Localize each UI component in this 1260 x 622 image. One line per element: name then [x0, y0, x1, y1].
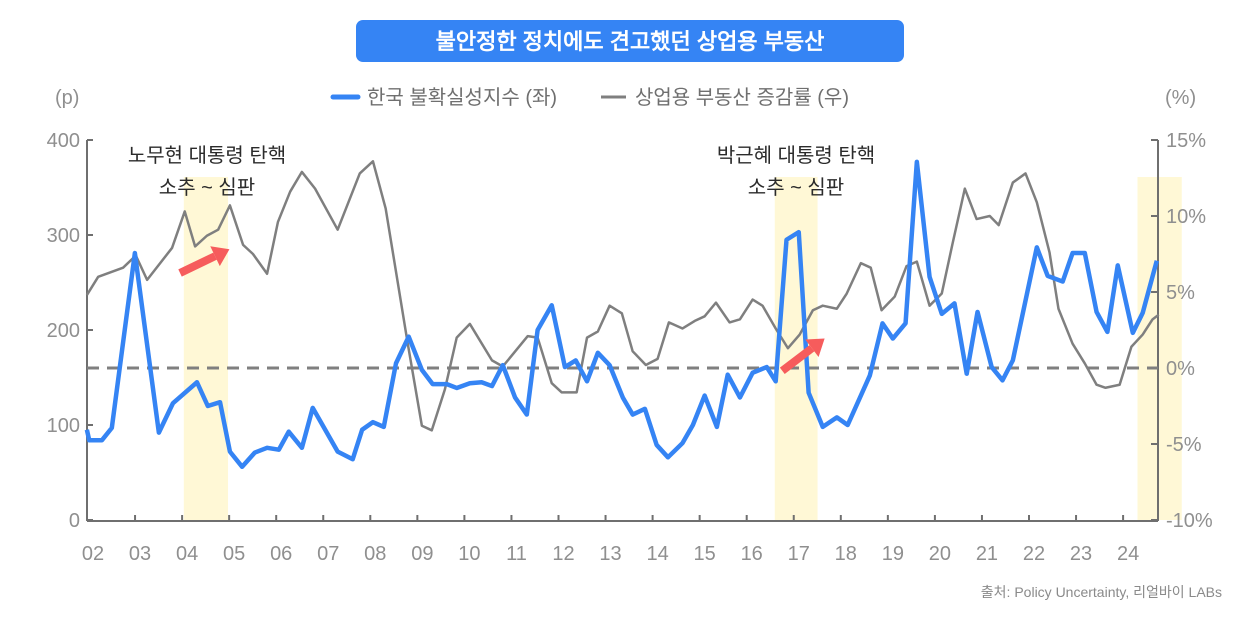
x-tick-label: 03 [129, 543, 151, 565]
x-tick-label: 06 [270, 543, 292, 565]
x-tick-label: 02 [82, 543, 104, 565]
source-note: 출처: Policy Uncertainty, 리얼바이 LABs [981, 584, 1222, 600]
x-tick-label: 15 [694, 543, 716, 565]
x-tick-label: 13 [599, 543, 621, 565]
x-tick-label: 20 [929, 543, 951, 565]
x-tick-label: 12 [552, 543, 574, 565]
annotation-park-line1: 박근혜 대통령 탄핵 [717, 144, 875, 167]
x-tick-label: 21 [976, 543, 998, 565]
series-lines [84, 159, 1160, 470]
left-tick-label: 400 [47, 130, 80, 152]
left-tick-label: 100 [47, 415, 80, 437]
title-banner [356, 20, 904, 62]
left-tick-label: 200 [47, 320, 80, 342]
x-tick-label: 08 [364, 543, 386, 565]
arrow-shaft-0 [178, 252, 217, 277]
legend: 한국 불확실성지수 (좌) 상업용 부동산 증감률 (우) [330, 86, 849, 109]
right-tick-label: 5% [1166, 282, 1195, 304]
x-tick-label: 24 [1117, 543, 1139, 565]
annotation-arrows [178, 246, 825, 375]
right-tick-label: -10% [1166, 510, 1213, 532]
arrow-head-1 [805, 338, 825, 357]
axes: 0 100 200 300 400 -10% -5% 0% 5% 10% 15% 02 03 04 05 06… [47, 130, 1213, 565]
x-tick-label: 11 [506, 543, 527, 565]
left-axis-unit: (p) [55, 87, 79, 109]
series-line-real-estate [85, 160, 1160, 432]
legend-label-uncertainty: 한국 불확실성지수 (좌) [367, 86, 557, 109]
x-tick-label: 09 [411, 543, 433, 565]
left-tick-label: 0 [69, 510, 80, 532]
right-tick-label: 15% [1166, 130, 1206, 152]
annotation-park-line2: 소추 ~ 심판 [748, 176, 844, 199]
highlight-bands [183, 177, 1182, 520]
x-tick-label: 23 [1070, 543, 1092, 565]
x-tick-label: 17 [788, 543, 810, 565]
x-tick-label: 07 [317, 543, 339, 565]
arrow-head-0 [210, 246, 230, 267]
legend-label-real-estate: 상업용 부동산 증감률 (우) [635, 86, 849, 109]
x-tick-label: 19 [882, 543, 904, 565]
right-axis-unit: (%) [1165, 87, 1196, 109]
x-tick-label: 16 [741, 543, 763, 565]
highlight-band-2 [1137, 177, 1182, 520]
series-line-uncertainty [84, 159, 1159, 470]
left-tick-label: 300 [47, 225, 80, 247]
right-tick-label: 10% [1166, 206, 1206, 228]
arrow-shaft-1 [779, 345, 815, 375]
right-tick-label: -5% [1166, 434, 1202, 456]
x-tick-label: 05 [223, 543, 245, 565]
annotation-roh-line1: 노무현 대통령 탄핵 [128, 144, 286, 167]
x-tick-label: 10 [458, 543, 480, 565]
x-tick-label: 22 [1023, 543, 1045, 565]
annotation-roh-line2: 소추 ~ 심판 [159, 176, 255, 199]
chart-title: 불안정한 정치에도 견고했던 상업용 부동산 [436, 29, 825, 54]
x-tick-label: 04 [176, 543, 198, 565]
x-tick-label: 14 [646, 543, 668, 565]
x-tick-label: 18 [835, 543, 857, 565]
right-tick-label: 0% [1166, 358, 1195, 380]
